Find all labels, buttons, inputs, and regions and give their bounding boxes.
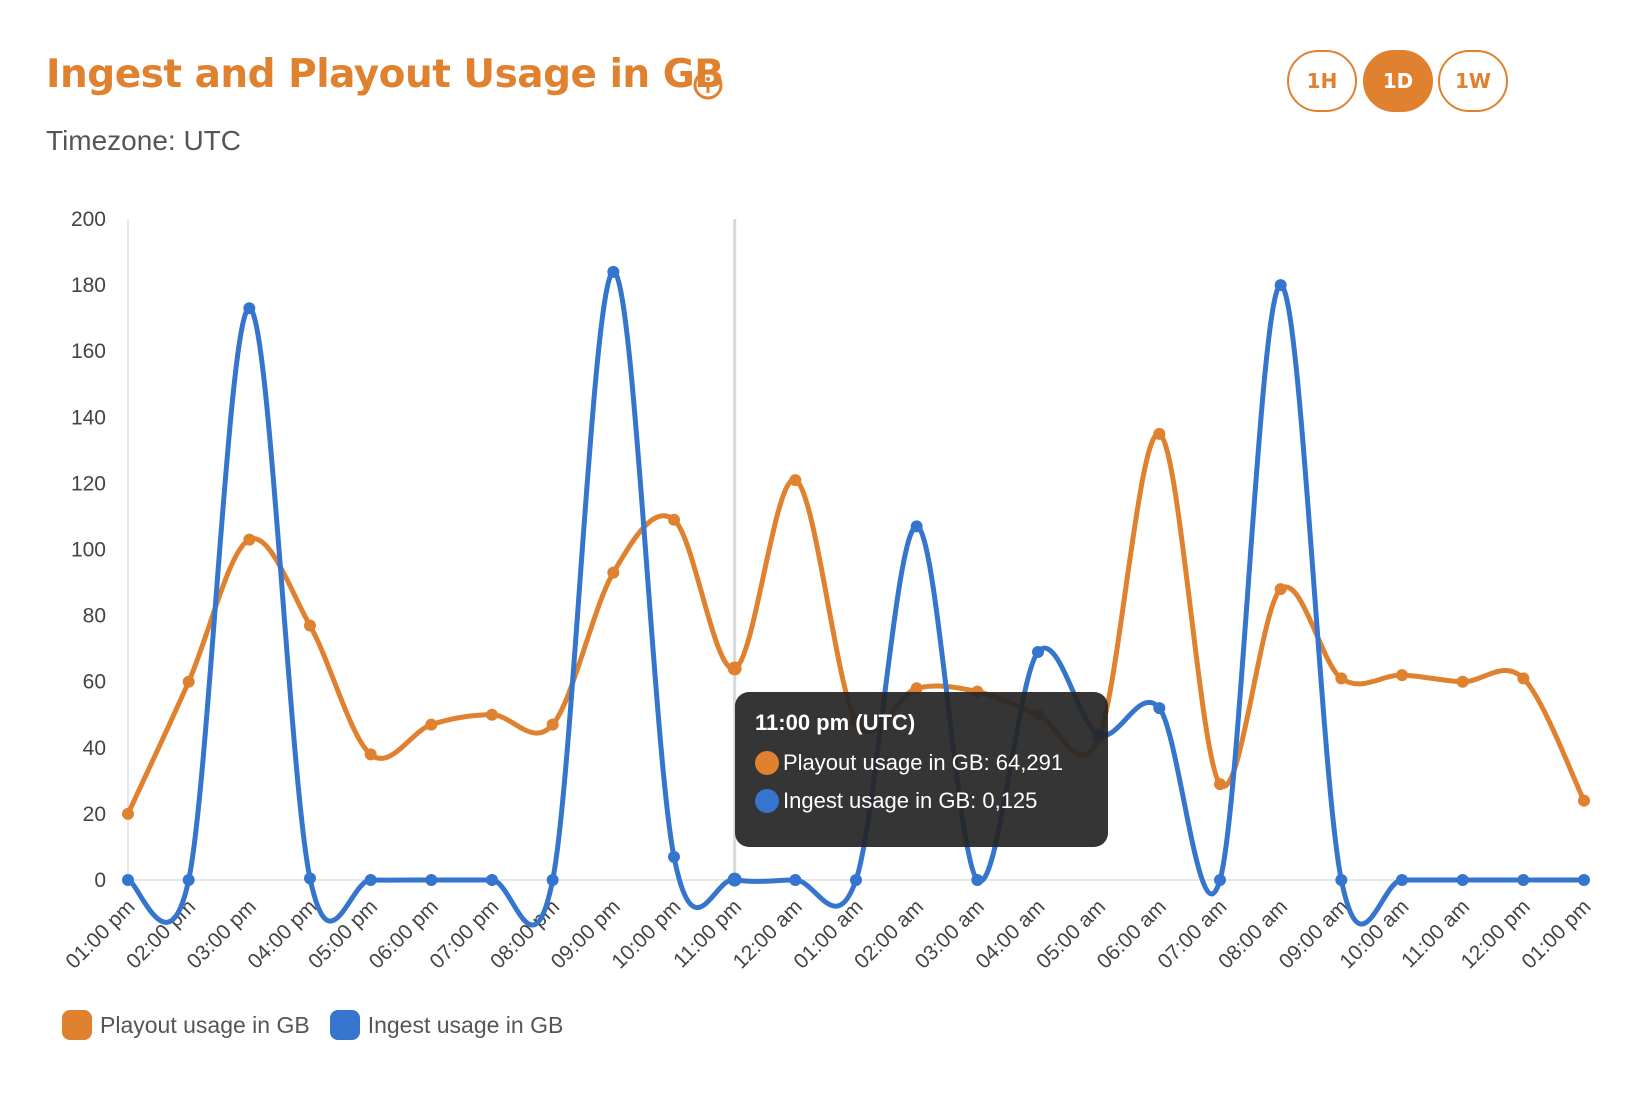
data-point-playout [1456,675,1469,688]
y-tick-label: 40 [83,737,106,760]
data-point-playout [789,474,802,487]
data-point-playout [1396,669,1408,682]
data-point-playout [182,675,195,688]
y-tick-label: 120 [71,472,106,495]
tooltip-row-playout: Playout usage in GB: 64,291 [755,750,1088,776]
chart-tooltip: 11:00 pm (UTC) Playout usage in GB: 64,2… [735,692,1108,847]
data-point-ingest [304,872,316,885]
range-button-1d[interactable]: 1D [1363,50,1433,112]
y-tick-label: 60 [83,671,106,694]
y-tick-label: 20 [83,803,106,826]
data-point-playout [910,682,923,695]
y-tick-label: 160 [71,340,106,363]
data-point-playout [727,661,742,676]
range-button-1w[interactable]: 1W [1438,50,1508,112]
tooltip-title: 11:00 pm (UTC) [755,710,916,735]
y-tick-label: 180 [71,274,106,297]
data-point-ingest [546,874,559,886]
data-point-ingest [486,874,498,886]
playout-dot-icon [755,751,779,775]
data-point-ingest [1578,874,1590,886]
data-point-ingest [1456,874,1469,886]
data-point-ingest [850,874,862,886]
data-point-ingest [789,874,802,886]
data-point-playout [425,718,438,731]
legend-swatch-ingest [329,1010,360,1040]
data-point-ingest [668,850,680,863]
legend-item-ingest[interactable]: Ingest usage in GB [329,1010,564,1040]
data-point-playout [1214,778,1226,791]
chart-legend: Playout usage in GB Ingest usage in GB [62,1010,563,1040]
data-point-playout [364,748,377,761]
data-point-playout [607,566,620,579]
data-point-ingest [1274,279,1287,292]
legend-swatch-playout [62,1010,92,1040]
data-point-ingest [1517,874,1530,886]
data-point-ingest [727,872,742,887]
data-point-playout [1153,427,1166,440]
data-point-playout [1335,672,1348,685]
info-icon[interactable] [692,69,724,101]
tooltip-ingest-value: Ingest usage in GB: 0,125 [783,788,1038,813]
data-point-playout [1274,583,1287,596]
ingest-dot-icon [755,789,779,813]
data-point-ingest [607,265,620,278]
range-button-1h[interactable]: 1H [1287,50,1357,112]
legend-item-playout[interactable]: Playout usage in GB [62,1010,310,1040]
data-point-ingest [364,874,377,886]
data-point-ingest [243,302,256,315]
data-point-ingest [182,874,195,886]
data-point-ingest [971,874,984,886]
data-point-playout [122,807,134,820]
legend-label-playout: Playout usage in GB [100,1011,310,1038]
legend-label-ingest: Ingest usage in GB [367,1011,564,1038]
data-point-ingest [1335,874,1348,886]
data-point-ingest [1214,874,1226,886]
data-point-ingest [122,874,134,886]
data-point-playout [243,533,256,546]
data-point-playout [668,513,680,526]
data-point-playout [1517,672,1530,685]
y-tick-label: 140 [71,406,106,429]
y-tick-label: 100 [71,539,106,562]
timezone-label: Timezone: UTC [46,125,242,156]
tooltip-playout-value: Playout usage in GB: 64,291 [783,750,1064,775]
chart-title: Ingest and Playout Usage in GB [46,52,724,97]
data-point-ingest [1032,645,1044,658]
y-tick-label: 0 [94,869,106,892]
data-point-ingest [425,874,438,886]
tooltip-row-ingest: Ingest usage in GB: 0,125 [755,788,1088,814]
data-point-playout [304,619,316,632]
data-point-ingest [910,520,923,533]
data-point-playout [546,718,559,731]
y-tick-label: 200 [71,208,106,231]
data-point-ingest [1153,702,1166,715]
data-point-playout [486,708,498,721]
data-point-ingest [1396,874,1408,886]
data-point-playout [1578,794,1590,807]
y-tick-label: 80 [83,605,106,628]
